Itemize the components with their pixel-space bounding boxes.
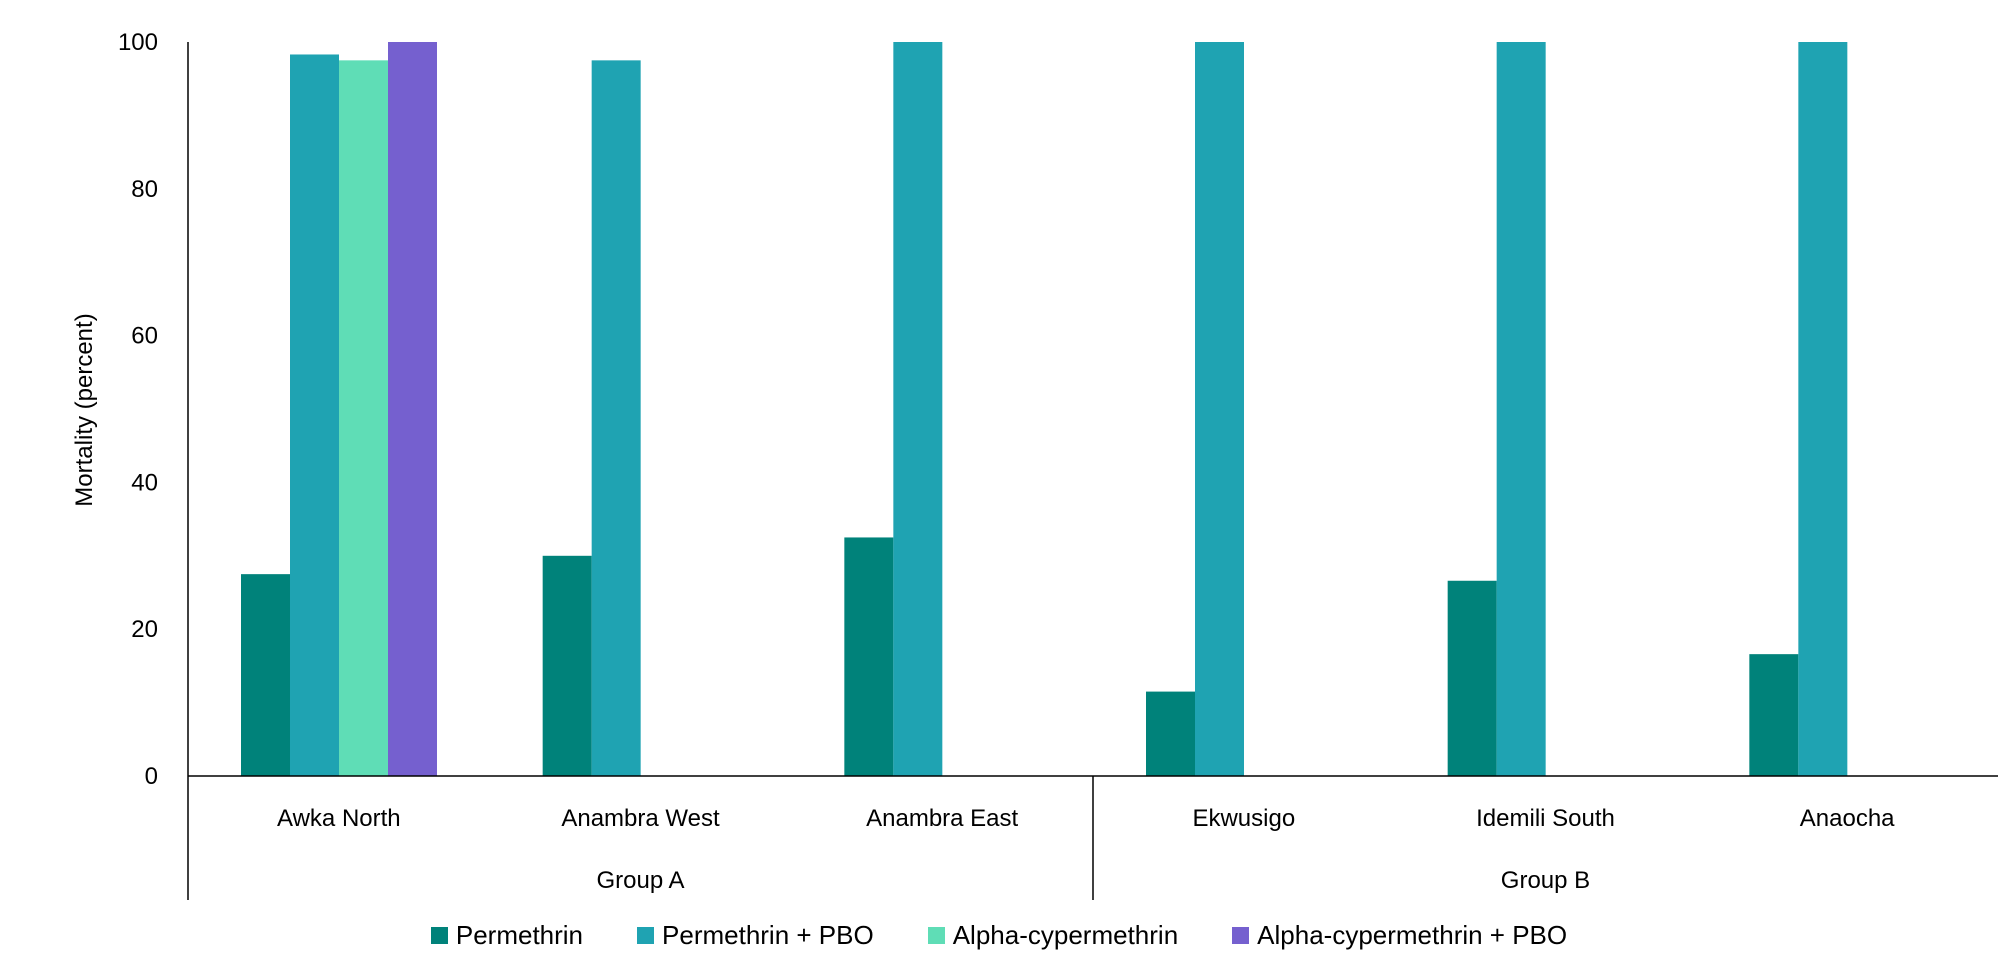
- bar: [1749, 654, 1798, 776]
- category-label: Anambra East: [866, 805, 1018, 832]
- bar: [893, 42, 942, 776]
- bar: [241, 574, 290, 776]
- legend-label: Alpha-cypermethrin + PBO: [1257, 920, 1567, 951]
- y-tick-label: 0: [145, 763, 158, 790]
- category-label: Anaocha: [1800, 805, 1895, 832]
- y-tick-label: 20: [131, 616, 158, 643]
- category-labels: Awka North Anambra West Anambra East Ekwusi…: [277, 805, 1895, 832]
- bar: [1497, 42, 1546, 776]
- y-axis-title: Mortality (percent): [71, 313, 98, 506]
- y-tick-label: 80: [131, 176, 158, 203]
- legend-swatch: [1232, 927, 1249, 944]
- bar: [1146, 692, 1195, 776]
- bars-group: [241, 42, 1847, 776]
- axes: [188, 42, 1998, 900]
- legend-swatch: [431, 927, 448, 944]
- legend-item: Permethrin: [431, 920, 583, 951]
- category-label: Ekwusigo: [1192, 805, 1295, 832]
- bar: [1195, 42, 1244, 776]
- bar: [1448, 581, 1497, 776]
- bar: [543, 556, 592, 776]
- legend: Permethrin Permethrin + PBO Alpha-cypermet…: [0, 920, 1998, 951]
- legend-item: Alpha-cypermethrin + PBO: [1232, 920, 1567, 951]
- legend-label: Alpha-cypermethrin: [953, 920, 1178, 951]
- y-tick-label: 40: [131, 469, 158, 496]
- group-label: Group B: [1501, 867, 1590, 894]
- bar: [290, 54, 339, 776]
- legend-item: Alpha-cypermethrin: [928, 920, 1178, 951]
- bar: [388, 42, 437, 776]
- bar: [592, 60, 641, 776]
- legend-swatch: [637, 927, 654, 944]
- y-axis-ticks: 0 20 40 60 80 100: [118, 29, 158, 790]
- legend-label: Permethrin: [456, 920, 583, 951]
- y-tick-label: 100: [118, 29, 158, 56]
- bar: [844, 537, 893, 776]
- group-label: Group A: [596, 867, 684, 894]
- legend-label: Permethrin + PBO: [662, 920, 874, 951]
- category-label: Idemili South: [1476, 805, 1615, 832]
- legend-swatch: [928, 927, 945, 944]
- category-label: Awka North: [277, 805, 401, 832]
- bar: [339, 60, 388, 776]
- bar: [1798, 42, 1847, 776]
- category-label: Anambra West: [561, 805, 720, 832]
- y-tick-label: 60: [131, 323, 158, 350]
- legend-item: Permethrin + PBO: [637, 920, 874, 951]
